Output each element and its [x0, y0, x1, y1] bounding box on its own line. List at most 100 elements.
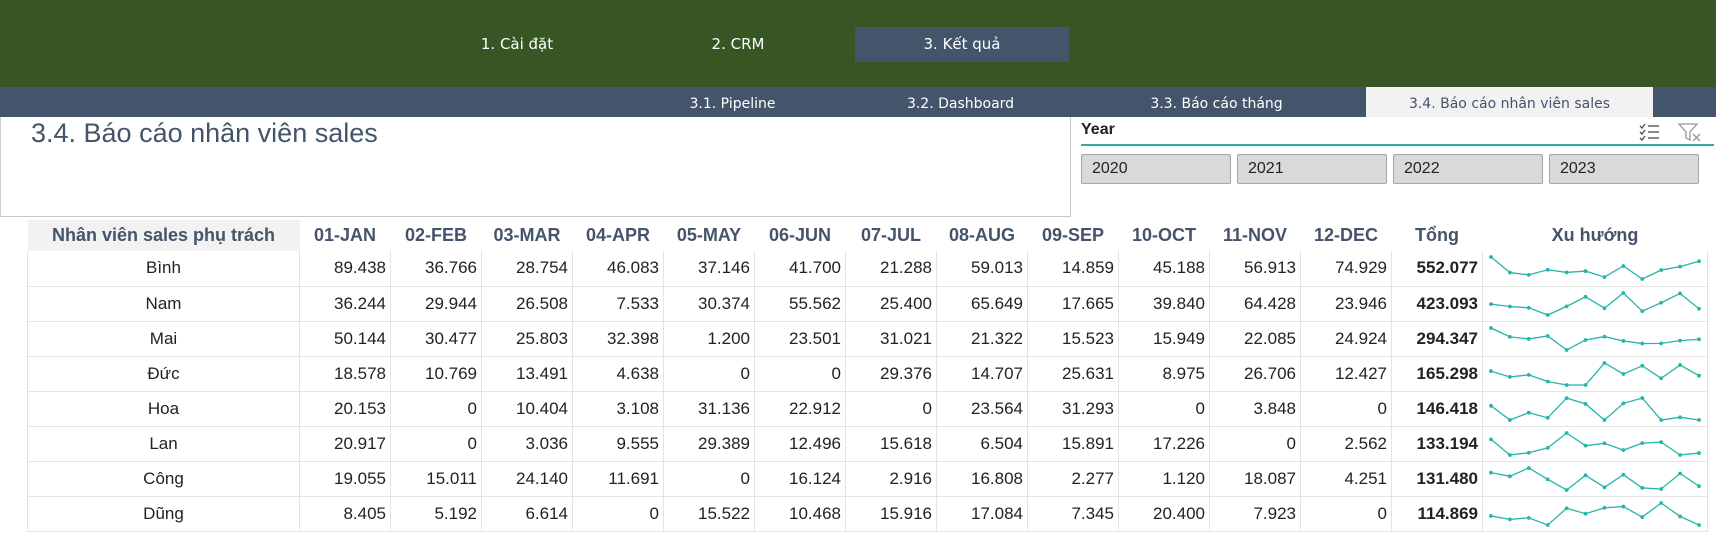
month-value-cell: 1.200 — [663, 321, 755, 357]
sparkline-point — [1508, 270, 1512, 275]
slicer-option-2020[interactable]: 2020 — [1081, 154, 1231, 184]
trend-cell — [1482, 461, 1708, 497]
month-value-cell: 29.389 — [663, 426, 755, 462]
sparkline-point — [1678, 514, 1682, 518]
slicer-option-2023[interactable]: 2023 — [1549, 154, 1699, 184]
month-value-cell: 56.913 — [1209, 251, 1301, 287]
nav-item-results[interactable]: 3. Kết quả — [855, 27, 1069, 62]
sparkline-point — [1526, 410, 1531, 415]
sparkline-point — [1678, 338, 1682, 343]
month-value-cell: 26.706 — [1209, 356, 1301, 392]
month-value-cell: 20.917 — [299, 426, 391, 462]
sub-nav-pipeline[interactable]: 3.1. Pipeline — [689, 96, 776, 112]
column-header: 08-AUG — [936, 220, 1028, 251]
clear-filter-icon[interactable] — [1677, 120, 1703, 144]
total-cell: 294.347 — [1391, 321, 1483, 357]
slicer-option-2022[interactable]: 2022 — [1393, 154, 1543, 184]
month-value-cell: 9.555 — [572, 426, 664, 462]
sparkline-point — [1697, 373, 1701, 378]
column-header: 02-FEB — [390, 220, 482, 251]
month-value-cell: 15.523 — [1027, 321, 1119, 357]
month-value-cell: 12.427 — [1300, 356, 1392, 392]
column-header: 04-APR — [572, 220, 664, 251]
month-value-cell: 74.929 — [1300, 251, 1392, 287]
sparkline-point — [1564, 303, 1569, 308]
total-cell: 114.869 — [1391, 496, 1483, 532]
sparkline-point — [1678, 264, 1682, 269]
month-value-cell: 37.146 — [663, 251, 755, 287]
month-value-cell: 3.108 — [572, 391, 664, 427]
trend-sparkline — [1489, 325, 1701, 352]
month-value-cell: 2.916 — [845, 461, 937, 497]
sparkline-point — [1621, 338, 1626, 343]
sparkline-point — [1583, 382, 1588, 387]
month-value-cell: 4.638 — [572, 356, 664, 392]
sub-nav-monthly-report[interactable]: 3.3. Báo cáo tháng — [1150, 96, 1283, 112]
month-value-cell: 0 — [390, 426, 482, 462]
month-value-cell: 32.398 — [572, 321, 664, 357]
month-value-cell: 3.036 — [481, 426, 573, 462]
month-value-cell: 16.124 — [754, 461, 846, 497]
sparkline-line — [1490, 431, 1700, 456]
month-value-cell: 18.087 — [1209, 461, 1301, 497]
header-row: Nhân viên sales phụ trách 01-JAN 02-FEB 03-… — [27, 220, 1708, 251]
month-value-cell: 30.374 — [663, 286, 755, 322]
month-value-cell: 24.140 — [481, 461, 573, 497]
sparkline-point — [1508, 374, 1512, 379]
sparkline-point — [1489, 513, 1493, 518]
sparkline-point — [1621, 290, 1626, 295]
trend-cell — [1482, 496, 1708, 532]
month-value-cell: 20.400 — [1118, 496, 1210, 532]
multi-select-icon[interactable] — [1637, 120, 1663, 144]
month-value-cell: 16.808 — [936, 461, 1028, 497]
sales-staff-table: Nhân viên sales phụ trách 01-JAN 02-FEB 03-… — [27, 220, 1708, 532]
sub-nav-dashboard[interactable]: 3.2. Dashboard — [906, 96, 1015, 112]
total-cell: 131.480 — [1391, 461, 1483, 497]
sparkline-point — [1545, 476, 1550, 481]
sparkline-point — [1602, 334, 1607, 338]
slicer-option-2021[interactable]: 2021 — [1237, 154, 1387, 184]
sparkline-point — [1489, 436, 1493, 441]
top-navigation: 1. Cài đặt 2. CRM 3. Kết quả — [0, 0, 1716, 87]
column-header: Xu hướng — [1482, 220, 1708, 251]
table-row: Bình 89.438 36.766 28.754 46.083 37.146 41.700… — [27, 251, 1708, 287]
trend-sparkline — [1489, 360, 1701, 387]
month-value-cell: 0 — [754, 356, 846, 392]
sparkline-point — [1564, 347, 1569, 352]
sparkline-point — [1526, 273, 1531, 278]
month-value-cell: 10.404 — [481, 391, 573, 427]
sparkline-point — [1526, 450, 1531, 455]
month-value-cell: 22.085 — [1209, 321, 1301, 357]
sparkline-point — [1583, 511, 1588, 516]
sparkline-point — [1545, 312, 1550, 317]
month-value-cell: 50.144 — [299, 321, 391, 357]
sparkline-point — [1659, 439, 1664, 444]
sparkline-point — [1526, 305, 1531, 310]
staff-name-cell: Nam — [27, 286, 300, 322]
month-value-cell: 3.848 — [1209, 391, 1301, 427]
month-value-cell: 13.491 — [481, 356, 573, 392]
sparkline-point — [1545, 445, 1550, 450]
trend-cell — [1482, 251, 1708, 287]
nav-item-setup[interactable]: 1. Cài đặt — [480, 35, 554, 53]
month-value-cell: 15.522 — [663, 496, 755, 532]
month-value-cell: 64.428 — [1209, 286, 1301, 322]
sparkline-point — [1640, 485, 1645, 490]
sparkline-point — [1564, 487, 1569, 492]
month-value-cell: 45.188 — [1118, 251, 1210, 287]
sparkline-point — [1526, 372, 1531, 377]
month-value-cell: 17.665 — [1027, 286, 1119, 322]
month-value-cell: 14.859 — [1027, 251, 1119, 287]
sub-nav-sales-staff-report[interactable]: 3.4. Báo cáo nhân viên sales — [1366, 87, 1653, 117]
sparkline-point — [1508, 452, 1512, 457]
sparkline-point — [1697, 417, 1701, 422]
trend-sparkline — [1489, 465, 1701, 492]
sparkline-point — [1697, 483, 1701, 488]
sparkline-point — [1678, 452, 1682, 457]
month-value-cell: 25.400 — [845, 286, 937, 322]
month-value-cell: 24.924 — [1300, 321, 1392, 357]
sparkline-point — [1564, 395, 1569, 400]
month-value-cell: 21.288 — [845, 251, 937, 287]
sparkline-point — [1621, 472, 1626, 477]
nav-item-crm[interactable]: 2. CRM — [711, 35, 765, 53]
